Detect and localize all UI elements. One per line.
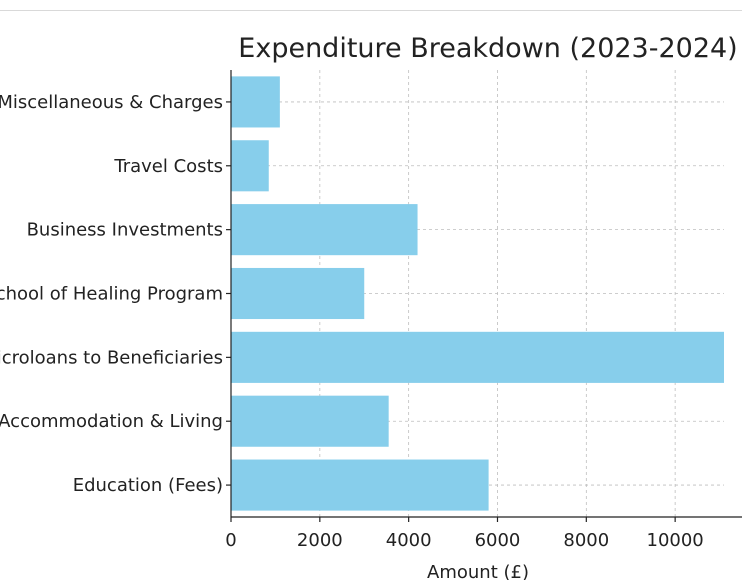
x-tick-label: 10000 [647,530,704,551]
x-tick-label: 2000 [297,530,343,551]
y-tick-labels: Education (Fees) Accommodation & Living Mi… [0,92,223,496]
y-tick-label: Miscellaneous & Charges [0,92,223,113]
x-tick-label: 8000 [563,530,609,551]
bar [231,140,269,192]
bar [231,76,280,128]
bar [231,395,389,447]
top-divider [0,10,742,11]
x-axis-label: Amount (£) [427,562,529,580]
chart-title: Expenditure Breakdown (2023-2024) [238,33,737,64]
x-tick-label: 4000 [386,530,432,551]
x-tick-label: 6000 [475,530,521,551]
y-tick-label: Education (Fees) [73,475,223,496]
bar [231,459,489,511]
y-tick-label: School of Healing Program [0,284,223,305]
y-tick-label: Accommodation & Living [0,411,223,432]
x-tick-labels: 0 2000 4000 6000 8000 10000 [225,530,704,551]
bar [231,267,365,320]
bar [231,204,418,256]
y-tick-label: Travel Costs [113,156,223,177]
bar [231,331,724,383]
axes [226,70,742,522]
bars [231,76,724,511]
y-tick-label: Business Investments [27,220,223,241]
y-tick-label: Microloans to Beneficiaries [0,347,223,368]
x-tick-label: 0 [225,530,236,551]
